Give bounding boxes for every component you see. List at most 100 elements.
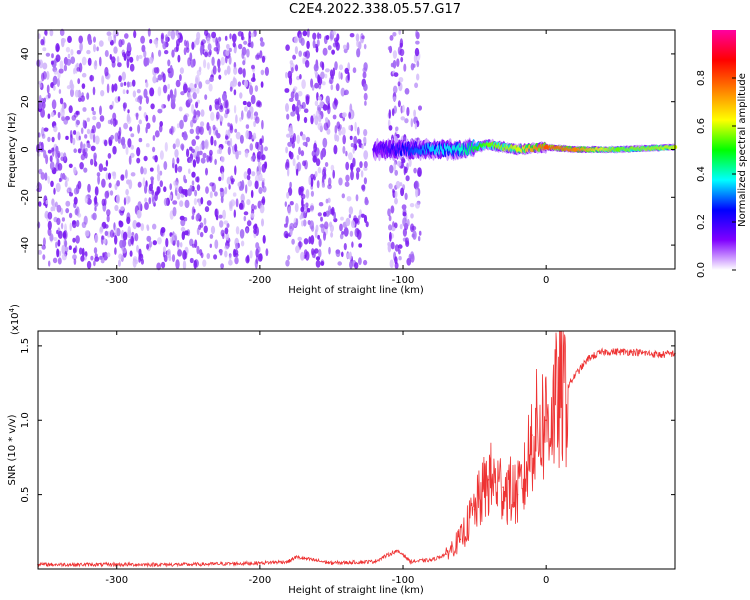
heatmap-noise-cell bbox=[342, 145, 346, 154]
heatmap-noise-cell bbox=[211, 56, 215, 66]
heatmap-noise-cell bbox=[177, 54, 181, 63]
heatmap-noise-cell bbox=[136, 244, 139, 253]
heatmap-noise-cell bbox=[60, 156, 65, 162]
heatmap-noise-cell bbox=[338, 71, 341, 80]
heatmap-noise-cell bbox=[261, 135, 265, 144]
heatmap-noise-cell bbox=[122, 143, 126, 149]
heatmap-noise-cell bbox=[340, 216, 344, 221]
heatmap-noise-cell bbox=[255, 248, 259, 258]
heatmap-noise-cell bbox=[93, 260, 96, 267]
heatmap-noise-cell bbox=[363, 259, 368, 266]
heatmap-noise-cell bbox=[162, 73, 166, 83]
heatmap-noise-cell bbox=[163, 254, 168, 263]
heatmap-noise-cell bbox=[118, 220, 124, 228]
heatmap-noise-cell bbox=[408, 158, 412, 168]
heatmap-noise-cell bbox=[109, 104, 113, 110]
heatmap-noise-cell bbox=[189, 82, 195, 90]
heatmap-noise-cell bbox=[210, 135, 214, 146]
heatmap-ridge-point bbox=[458, 147, 463, 152]
heatmap-noise-cell bbox=[99, 105, 102, 116]
heatmap-noise-cell bbox=[245, 124, 250, 129]
heatmap-noise-cell bbox=[330, 84, 334, 91]
heatmap-noise-cell bbox=[414, 47, 420, 57]
heatmap-noise-cell bbox=[174, 149, 179, 158]
heatmap-noise-cell bbox=[287, 167, 290, 177]
snr-data-point bbox=[287, 560, 290, 563]
heatmap-noise-cell bbox=[56, 78, 61, 88]
heatmap-noise-cell bbox=[172, 206, 177, 217]
heatmap-noise-cell bbox=[60, 222, 64, 230]
heatmap-noise-cell bbox=[76, 62, 79, 69]
heatmap-noise-cell bbox=[405, 237, 409, 245]
heatmap-noise-cell bbox=[235, 242, 239, 250]
snr-data-point bbox=[373, 560, 376, 563]
heatmap-noise-cell bbox=[73, 187, 79, 195]
heatmap-noise-cell bbox=[285, 103, 289, 112]
heatmap-noise-cell bbox=[53, 125, 58, 133]
heatmap-noise-cell bbox=[61, 217, 65, 222]
heatmap-noise-cell bbox=[298, 146, 301, 155]
heatmap-noise-cell bbox=[284, 88, 290, 93]
heatmap-noise-cell bbox=[145, 143, 150, 148]
heatmap-noise-cell bbox=[340, 87, 345, 97]
heatmap-noise-cell bbox=[55, 54, 61, 62]
heatmap-noise-cell bbox=[113, 46, 118, 54]
heatmap-noise-cell bbox=[183, 217, 188, 222]
heatmap-noise-cell bbox=[81, 221, 87, 228]
heatmap-noise-cell bbox=[256, 171, 260, 176]
heatmap-noise-cell bbox=[96, 172, 101, 177]
heatmap-noise-cell bbox=[66, 58, 72, 66]
heatmap-noise-cell bbox=[345, 217, 351, 227]
heatmap-noise-cell bbox=[233, 209, 236, 218]
heatmap-noise-cell bbox=[96, 121, 101, 129]
heatmap-noise-cell bbox=[208, 83, 213, 92]
heatmap-noise-cell bbox=[113, 83, 118, 92]
heatmap-noise-cell bbox=[290, 111, 296, 117]
heatmap-noise-cell bbox=[288, 75, 293, 86]
heatmap-noise-cell bbox=[325, 95, 330, 105]
heatmap-noise-cell bbox=[241, 110, 244, 121]
heatmap-noise-cell bbox=[389, 231, 392, 242]
heatmap-noise-cell bbox=[87, 38, 93, 45]
heatmap-noise-cell bbox=[300, 37, 305, 47]
heatmap-noise-cell bbox=[387, 208, 391, 217]
snr-data-point bbox=[259, 562, 261, 564]
heatmap-noise-cell bbox=[70, 88, 74, 98]
heatmap-noise-cell bbox=[61, 244, 66, 255]
heatmap-noise-cell bbox=[234, 128, 238, 133]
heatmap-noise-cell bbox=[68, 212, 73, 219]
heatmap-noise-cell bbox=[103, 238, 107, 245]
heatmap-noise-cell bbox=[398, 248, 401, 255]
heatmap-noise-cell bbox=[255, 242, 260, 249]
heatmap-noise-cell bbox=[99, 115, 105, 122]
heatmap-noise-cell bbox=[308, 236, 312, 245]
heatmap-noise-cell bbox=[107, 153, 112, 159]
heatmap-noise-cell bbox=[161, 261, 166, 269]
heatmap-noise-cell bbox=[63, 232, 67, 239]
heatmap-noise-cell bbox=[177, 249, 183, 257]
heatmap-noise-cell bbox=[121, 71, 127, 81]
heatmap-noise-cell bbox=[156, 172, 161, 182]
heatmap-noise-cell bbox=[225, 99, 229, 110]
heatmap-noise-cell bbox=[171, 254, 176, 263]
heatmap-noise-cell bbox=[314, 171, 318, 178]
heatmap-noise-cell bbox=[41, 133, 46, 139]
heatmap-noise-cell bbox=[150, 176, 155, 181]
heatmap-noise-cell bbox=[45, 200, 49, 205]
heatmap-noise-cell bbox=[122, 102, 127, 109]
heatmap-noise-cell bbox=[400, 56, 404, 63]
heatmap-noise-cell bbox=[297, 241, 303, 248]
snr-data-point bbox=[430, 559, 433, 561]
heatmap-noise-cell bbox=[285, 44, 290, 51]
heatmap-noise-cell bbox=[113, 34, 117, 44]
heatmap-noise-cell bbox=[126, 116, 132, 125]
heatmap-noise-cell bbox=[414, 180, 420, 190]
heatmap-noise-cell bbox=[180, 226, 186, 232]
heatmap-noise-cell bbox=[289, 181, 292, 189]
heatmap-noise-cell bbox=[156, 164, 160, 174]
heatmap-noise-cell bbox=[190, 59, 195, 68]
heatmap-noise-cell bbox=[73, 196, 78, 205]
heatmap-noise-cell bbox=[219, 114, 222, 122]
heatmap-noise-cell bbox=[65, 46, 71, 53]
heatmap-data bbox=[36, 28, 678, 271]
